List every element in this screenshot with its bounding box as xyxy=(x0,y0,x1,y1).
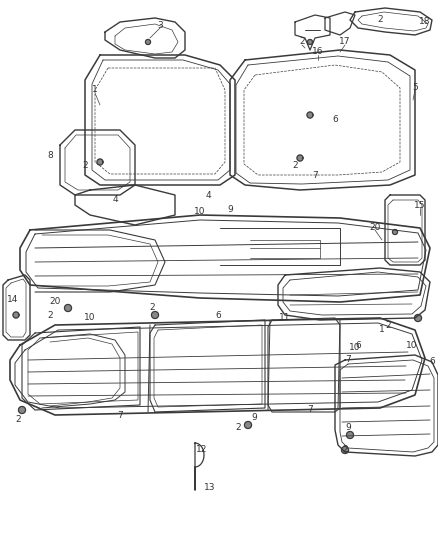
Text: 2: 2 xyxy=(235,424,241,432)
Text: 2: 2 xyxy=(377,15,383,25)
Polygon shape xyxy=(64,304,71,311)
Text: 11: 11 xyxy=(279,313,291,322)
Text: 2: 2 xyxy=(149,303,155,312)
Text: 3: 3 xyxy=(157,20,163,29)
Text: 14: 14 xyxy=(7,295,19,304)
Polygon shape xyxy=(145,39,151,44)
Text: 1: 1 xyxy=(379,326,385,335)
Text: 18: 18 xyxy=(419,18,431,27)
Text: 16: 16 xyxy=(312,47,324,56)
Text: 9: 9 xyxy=(345,424,351,432)
Polygon shape xyxy=(414,314,421,321)
Text: 6: 6 xyxy=(215,311,221,319)
Polygon shape xyxy=(392,230,398,235)
Polygon shape xyxy=(152,311,159,319)
Polygon shape xyxy=(244,422,251,429)
Text: 7: 7 xyxy=(117,410,123,419)
Text: 8: 8 xyxy=(47,150,53,159)
Text: 15: 15 xyxy=(414,200,426,209)
Text: 5: 5 xyxy=(412,84,418,93)
Text: 20: 20 xyxy=(49,297,61,306)
Polygon shape xyxy=(13,312,19,318)
Text: 2: 2 xyxy=(15,416,21,424)
Text: 9: 9 xyxy=(227,206,233,214)
Text: 7: 7 xyxy=(312,171,318,180)
Text: 6: 6 xyxy=(355,341,361,350)
Polygon shape xyxy=(342,447,349,454)
Text: 10: 10 xyxy=(406,341,418,350)
Text: 2: 2 xyxy=(385,320,391,329)
Polygon shape xyxy=(297,155,303,161)
Text: 20: 20 xyxy=(369,223,381,232)
Text: 13: 13 xyxy=(204,483,216,492)
Text: 10: 10 xyxy=(194,207,206,216)
Text: 10: 10 xyxy=(349,343,361,352)
Text: 12: 12 xyxy=(196,446,208,455)
Polygon shape xyxy=(97,159,103,165)
Text: 2: 2 xyxy=(47,311,53,319)
Polygon shape xyxy=(346,432,353,439)
Text: 6: 6 xyxy=(429,358,435,367)
Polygon shape xyxy=(307,39,312,44)
Text: 1: 1 xyxy=(92,85,98,94)
Text: 9: 9 xyxy=(251,414,257,423)
Text: 4: 4 xyxy=(112,196,118,205)
Text: 6: 6 xyxy=(332,116,338,125)
Text: 7: 7 xyxy=(345,356,351,365)
Text: 2: 2 xyxy=(82,160,88,169)
Text: 2: 2 xyxy=(292,160,298,169)
Text: 4: 4 xyxy=(205,190,211,199)
Text: 2: 2 xyxy=(299,37,305,46)
Text: 10: 10 xyxy=(84,313,96,322)
Polygon shape xyxy=(18,407,25,414)
Polygon shape xyxy=(307,112,313,118)
Text: 7: 7 xyxy=(307,406,313,415)
Text: 2: 2 xyxy=(342,446,348,455)
Text: 17: 17 xyxy=(339,37,351,46)
